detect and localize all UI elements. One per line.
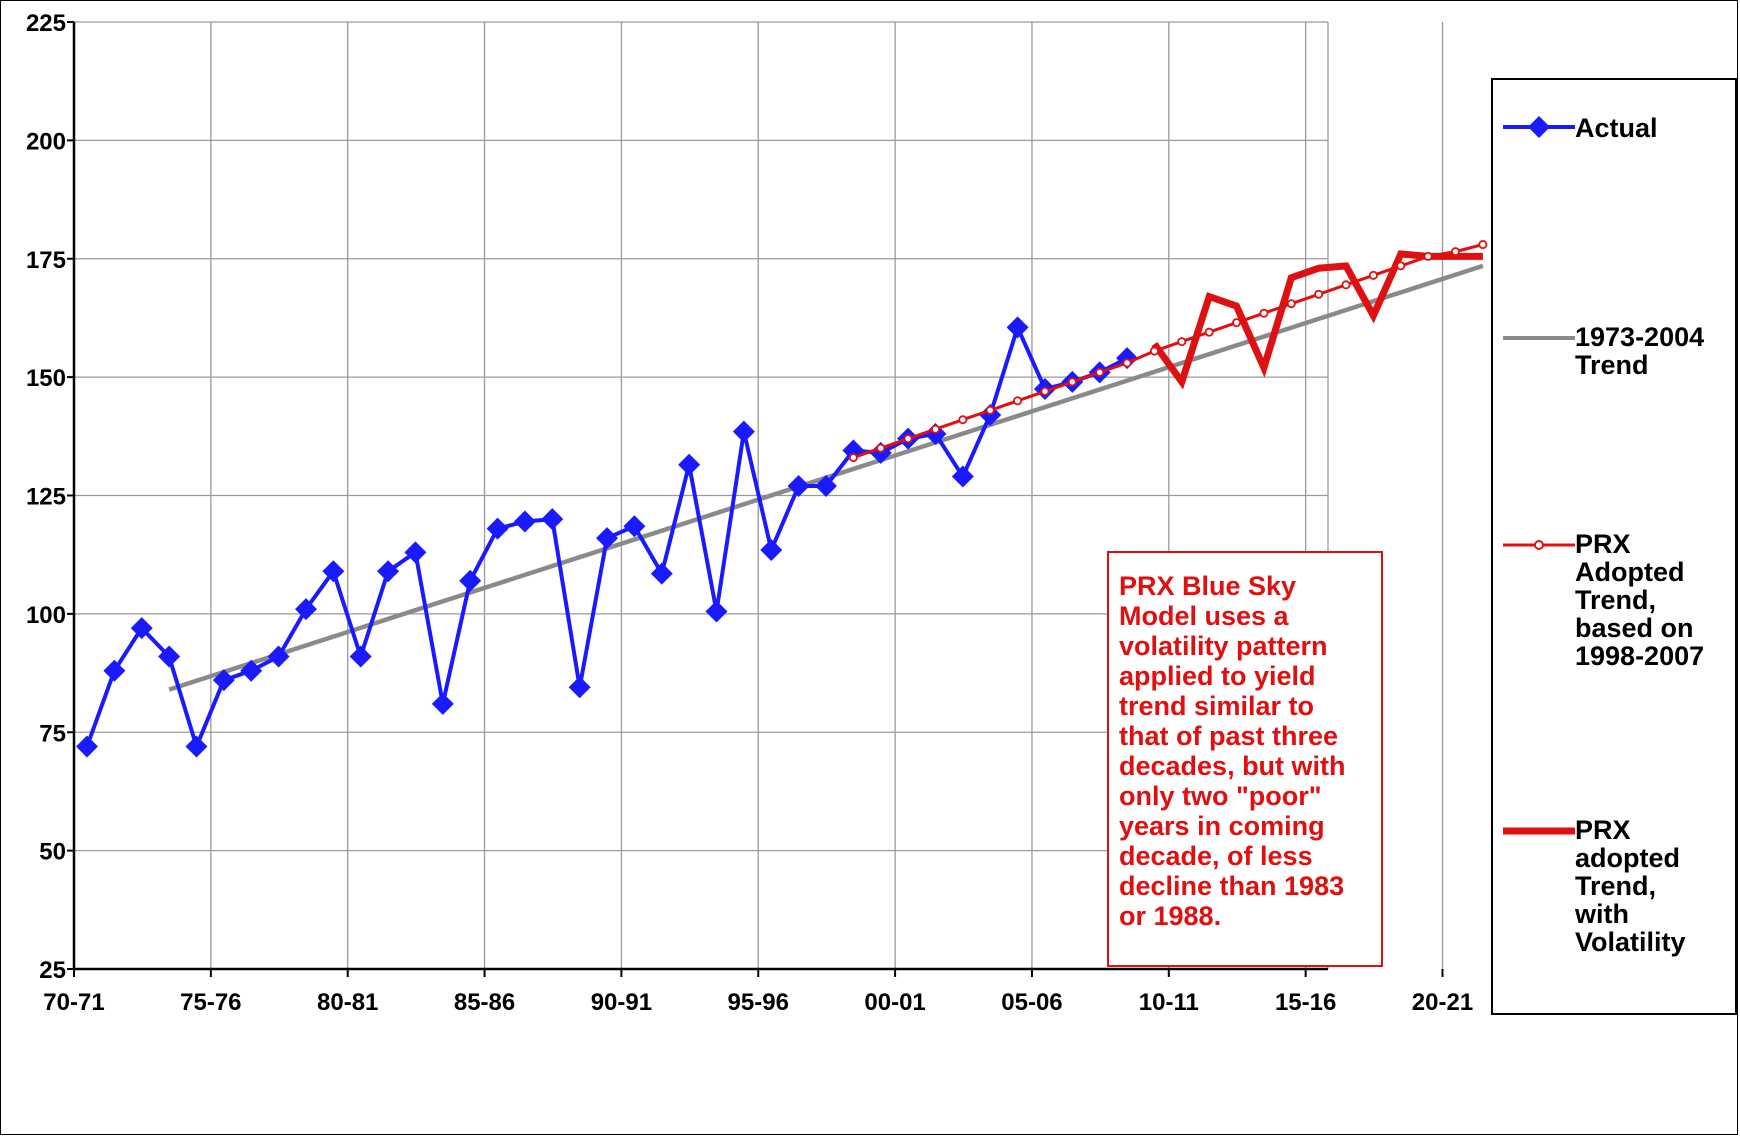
x-tick-label: 85-86 (454, 989, 515, 1016)
data-point-prx-adopted-trend (1232, 318, 1242, 328)
x-tick-label: 75-76 (180, 989, 241, 1016)
y-tick-label: 175 (26, 247, 66, 274)
data-point-prx-adopted-trend (1067, 377, 1077, 387)
data-point-actual (650, 562, 673, 585)
data-point-prx-adopted-trend (876, 443, 886, 453)
legend-label-prx-adopted-trend: PRX Adopted Trend, based on 1998-2007 (1575, 529, 1705, 671)
data-point-prx-adopted-trend (1286, 299, 1296, 309)
legend-label-trend-1973-2004: 1973-2004 Trend (1575, 322, 1705, 380)
data-point-actual (787, 475, 810, 498)
axes (67, 21, 1444, 977)
x-tick-label: 20-21 (1412, 989, 1473, 1016)
data-point-actual (431, 692, 454, 715)
y-tick-label: 125 (26, 484, 66, 511)
data-point-prx-adopted-trend (985, 405, 995, 415)
legend-swatch-prx-adopted-trend (1503, 540, 1575, 550)
data-point-prx-adopted-trend (1122, 358, 1132, 368)
data-point-actual (596, 527, 619, 550)
data-point-prx-adopted-trend (1478, 240, 1488, 250)
data-point-prx-adopted-trend (1204, 327, 1214, 337)
y-tick-label: 225 (26, 10, 66, 37)
data-point-actual (130, 617, 153, 640)
data-point-actual (623, 515, 646, 538)
data-point-actual (158, 645, 181, 668)
legend-swatch-prx-trend-volatility (1503, 827, 1575, 835)
x-tick-label: 15-16 (1275, 989, 1336, 1016)
data-point-prx-adopted-trend (1368, 270, 1378, 280)
data-point-actual (404, 541, 427, 564)
legend-swatch-actual (1503, 116, 1575, 138)
x-tick-label: 10-11 (1139, 989, 1199, 1016)
data-point-actual (103, 659, 126, 682)
data-point-actual (513, 510, 536, 533)
y-tick-label: 200 (26, 128, 66, 155)
legend: Actual 1973-2004 Trend PRX Adopted Trend… (1491, 78, 1737, 1015)
data-point-prx-adopted-trend (1177, 337, 1187, 347)
x-tick-label: 05-06 (1001, 989, 1062, 1016)
data-point-prx-adopted-trend (1149, 346, 1159, 356)
y-tick-label: 100 (26, 602, 66, 629)
legend-label-prx-trend-volatility: PRX adopted Trend, with Volatility (1575, 815, 1686, 957)
data-point-prx-adopted-trend (848, 453, 858, 463)
y-tick-label: 75 (39, 720, 66, 747)
data-point-actual (377, 560, 400, 583)
data-point-actual (705, 600, 728, 623)
data-point-actual (322, 560, 345, 583)
data-point-actual (678, 453, 701, 476)
data-point-prx-adopted-trend (1259, 308, 1269, 318)
data-point-actual (732, 420, 755, 443)
data-point-actual (760, 538, 783, 561)
data-point-actual (349, 645, 372, 668)
data-point-actual (951, 465, 974, 488)
data-point-prx-adopted-trend (1451, 247, 1461, 257)
data-point-prx-adopted-trend (1013, 396, 1023, 406)
data-point-actual (1006, 316, 1029, 339)
y-tick-label: 50 (39, 839, 66, 866)
data-point-actual (212, 669, 235, 692)
data-point-actual (486, 517, 509, 540)
series-line-prx-adopted-trend (852, 243, 1484, 460)
data-point-prx-adopted-trend (1396, 261, 1406, 271)
data-point-prx-adopted-trend (958, 415, 968, 425)
x-axis-ticks: 70-71 75-76 80-81 85-86 90-91 95-96 00-01 05-06… (43, 989, 1473, 1016)
data-point-actual (294, 598, 317, 621)
x-tick-label: 80-81 (317, 989, 378, 1016)
data-point-prx-adopted-trend (1341, 280, 1351, 290)
data-point-prx-adopted-trend (1040, 386, 1050, 396)
legend-label-actual: Actual (1575, 113, 1658, 143)
data-point-actual (814, 475, 837, 498)
x-tick-label: 90-91 (591, 989, 652, 1016)
data-point-prx-adopted-trend (903, 434, 913, 444)
legend-swatch-trend-1973-2004 (1503, 336, 1575, 340)
y-axis-ticks: 25 50 75 100 125 150 175 200 225 (26, 10, 66, 984)
data-point-prx-adopted-trend (1095, 367, 1105, 377)
x-tick-label: 70-71 (43, 989, 104, 1016)
x-tick-label: 00-01 (864, 989, 925, 1016)
series-layer (76, 240, 1488, 758)
data-point-actual (459, 569, 482, 592)
data-point-actual (568, 676, 591, 699)
chart-annotation: PRX Blue Sky Model uses a volatility pat… (1107, 551, 1383, 967)
data-point-actual (185, 735, 208, 758)
y-tick-label: 150 (26, 365, 66, 392)
x-tick-label: 95-96 (728, 989, 789, 1016)
data-point-prx-adopted-trend (1314, 289, 1324, 299)
data-point-prx-adopted-trend (1423, 251, 1433, 261)
data-point-prx-adopted-trend (930, 424, 940, 434)
y-tick-label: 25 (39, 957, 66, 984)
data-point-actual (240, 659, 263, 682)
data-point-actual (76, 735, 98, 758)
data-point-actual (541, 508, 564, 531)
data-point-actual (267, 645, 290, 668)
